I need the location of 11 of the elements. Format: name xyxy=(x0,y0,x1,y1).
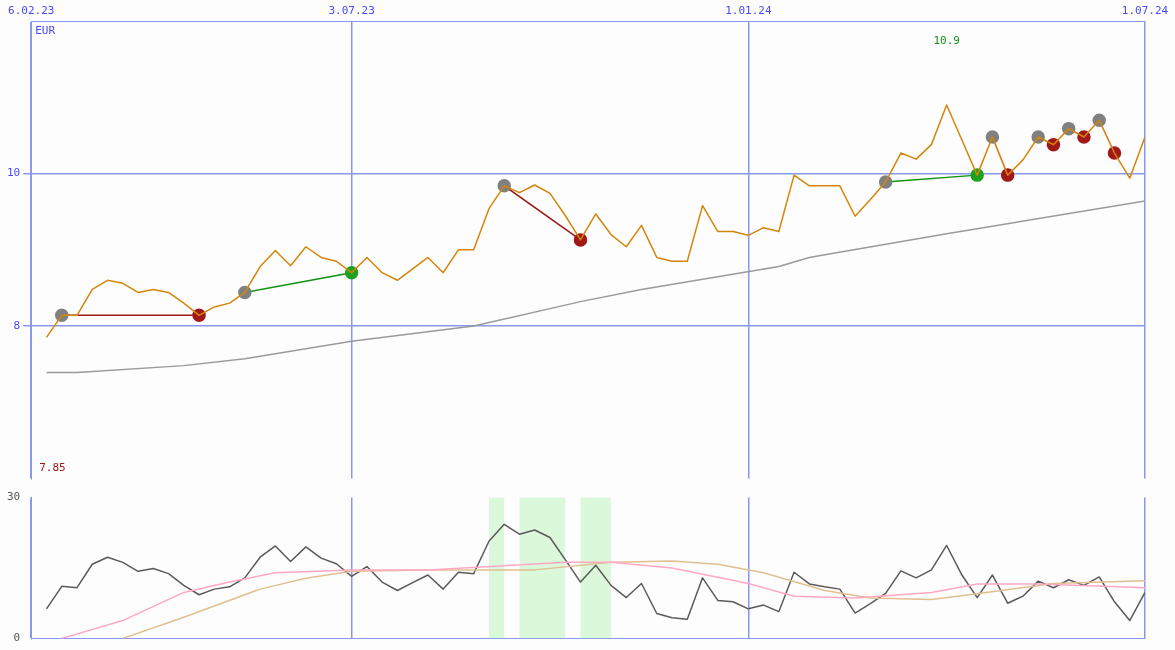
x-tick-label: 1.01.24 xyxy=(725,4,772,18)
y-tick-label: 10 xyxy=(7,166,21,180)
y-tick-label: 0 xyxy=(13,631,21,645)
x-tick-label: 6.02.23 xyxy=(8,4,55,18)
x-tick-label: 1.07.24 xyxy=(1121,4,1169,18)
annotation: 10.9 xyxy=(933,33,960,47)
y-axis-title: EUR xyxy=(35,23,56,37)
y-tick-label: 30 xyxy=(7,490,21,504)
y-tick-label: 8 xyxy=(13,318,21,332)
x-tick-label: 3.07.23 xyxy=(328,4,375,18)
annotation: 7.85 xyxy=(39,460,66,474)
